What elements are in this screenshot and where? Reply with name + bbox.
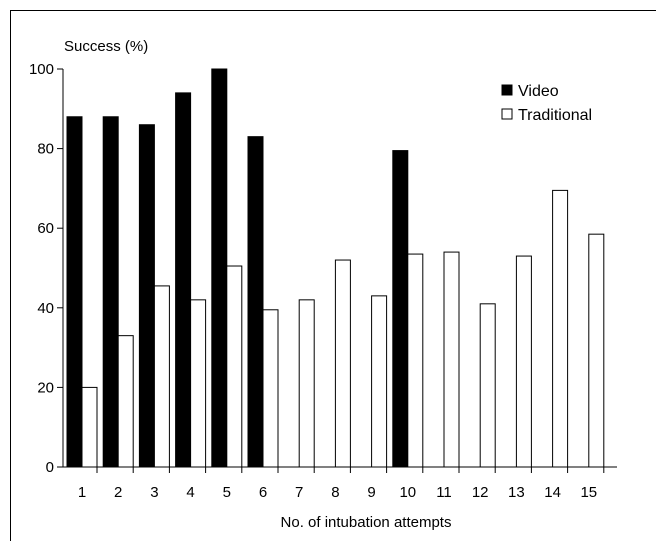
bar-video-6 (247, 136, 264, 468)
bar-video-2 (102, 116, 119, 468)
x-tick-label: 1 (78, 484, 86, 501)
chart-frame (10, 10, 656, 541)
x-tick-label: 5 (223, 484, 231, 501)
legend-label-video: Video (518, 83, 559, 100)
bar-traditional-2 (117, 335, 134, 468)
bar-video-1 (66, 116, 83, 468)
x-tick-label: 15 (580, 484, 597, 501)
bar-traditional-4 (190, 299, 207, 468)
bar-traditional-7 (298, 299, 315, 468)
bar-traditional-14 (552, 189, 569, 468)
x-axis-label: No. of intubation attempts (281, 514, 452, 531)
x-tick-label: 13 (508, 484, 525, 501)
legend-label-traditional: Traditional (518, 107, 592, 124)
bar-traditional-6 (262, 309, 279, 468)
bar-traditional-11 (443, 251, 460, 468)
bar-traditional-12 (479, 303, 496, 468)
y-axis-label: Success (%) (64, 38, 148, 55)
bar-traditional-10 (407, 253, 424, 468)
y-tick-label: 60 (37, 220, 54, 237)
x-tick-label: 9 (367, 484, 375, 501)
bar-traditional-9 (371, 295, 388, 468)
bar-video-3 (138, 124, 155, 468)
bars (66, 68, 605, 468)
x-tick-label: 11 (436, 484, 452, 501)
x-tick-label: 7 (295, 484, 303, 501)
bar-traditional-15 (588, 233, 605, 468)
x-tick-label: 14 (544, 484, 561, 501)
bar-video-4 (175, 92, 192, 468)
legend-swatch-video (501, 84, 513, 96)
x-tick-label: 6 (259, 484, 267, 501)
legend: Video Traditional (501, 83, 592, 124)
x-tick-label: 4 (186, 484, 194, 501)
bar-traditional-5 (226, 265, 243, 468)
bar-traditional-8 (334, 259, 351, 468)
y-tick-label: 100 (29, 61, 54, 78)
x-tick-label: 2 (114, 484, 122, 501)
bar-traditional-1 (81, 386, 98, 468)
x-tick-label: 12 (472, 484, 489, 501)
bar-traditional-13 (515, 255, 532, 468)
x-tick-label: 10 (399, 484, 416, 501)
y-tick-label: 80 (37, 141, 54, 158)
x-tick-label: 8 (331, 484, 339, 501)
bar-video-5 (211, 68, 228, 468)
y-tick-label: 0 (46, 459, 54, 476)
x-tick-label: 3 (150, 484, 158, 501)
y-tick-label: 20 (37, 379, 54, 396)
bar-video-10 (392, 150, 409, 468)
y-tick-label: 40 (37, 300, 54, 317)
legend-swatch-traditional (501, 108, 513, 120)
bar-traditional-3 (153, 285, 170, 468)
